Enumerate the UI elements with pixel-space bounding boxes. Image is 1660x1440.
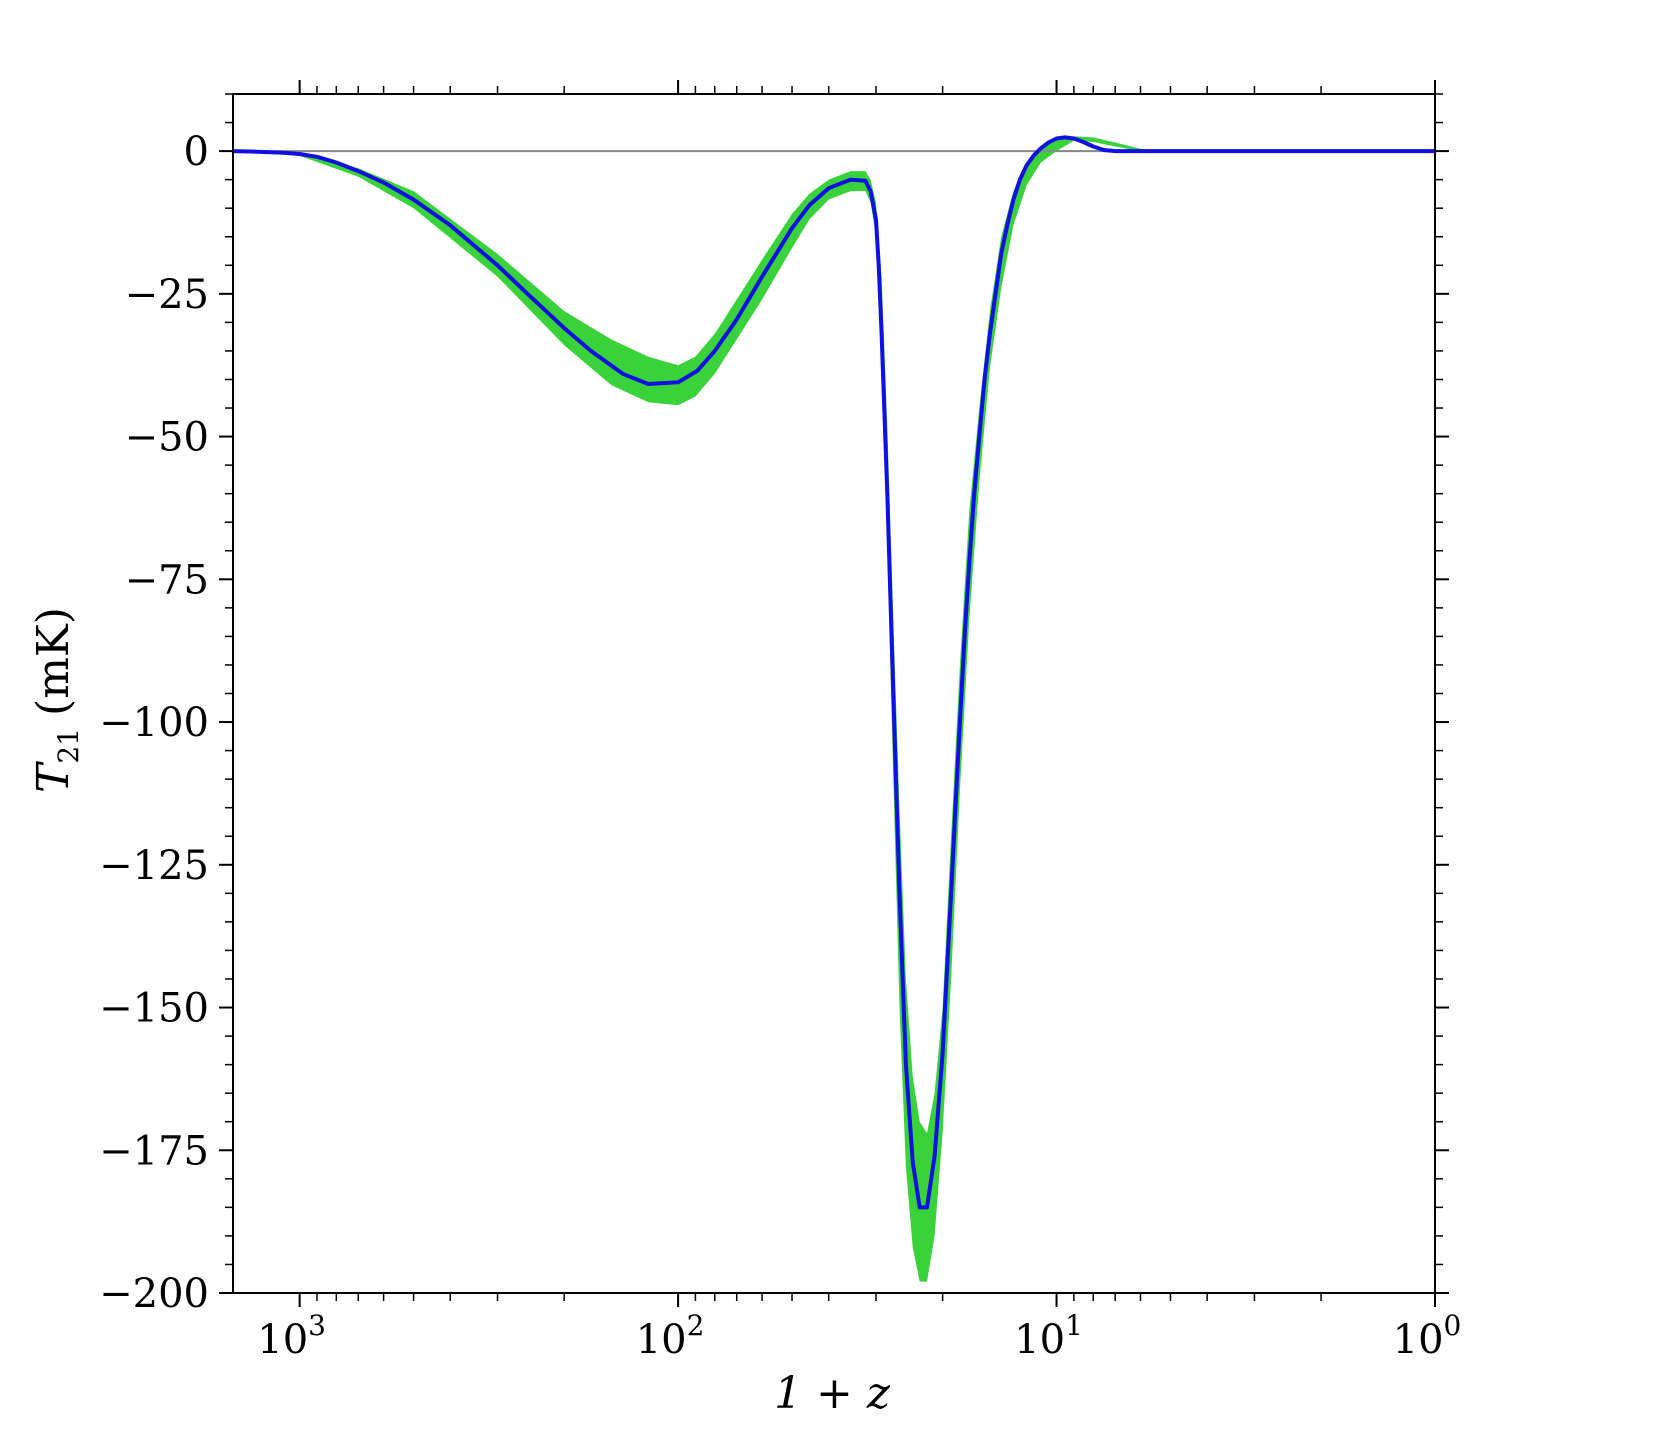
y-tick-label: −125 [99, 843, 209, 889]
y-axis-label-unit: (mK) [28, 607, 79, 716]
y-tick-label: −150 [99, 986, 209, 1032]
x-tick-label: 100 [1393, 1309, 1462, 1363]
y-tick-label: −25 [125, 272, 209, 318]
y-axis-label: T21 (mK) [28, 607, 85, 793]
y-tick-label: −100 [99, 700, 209, 746]
x-tick-label: 101 [1014, 1309, 1083, 1363]
x-axis-label: 1 + z [774, 1368, 891, 1419]
svg-text:T21(mK): T21 (mK) [28, 607, 85, 793]
y-tick-label: −75 [125, 557, 209, 603]
confidence-band-layer [233, 136, 1435, 1282]
y-tick-label: −50 [125, 415, 209, 461]
x-tick-label: 103 [257, 1309, 326, 1363]
y-axis-label-subscript: 21 [52, 728, 85, 764]
confidence-band [233, 136, 1435, 1282]
y-tick-label: −175 [99, 1128, 209, 1174]
mean-line-layer [232, 135, 1435, 1210]
y-tick-label: 0 [184, 129, 209, 175]
plot-frame [232, 93, 1436, 1294]
plot-border [232, 93, 1436, 1294]
x-tick-label: 102 [636, 1309, 705, 1363]
mean-t21-line [232, 135, 1435, 1210]
tick-labels: 103 102 101 100 0 −25 −50 −75 −100 −125 −150 −175 −2… [99, 129, 1461, 1363]
axis-ticks [219, 80, 1449, 1307]
y-axis-label-symbol: T [28, 760, 79, 793]
y-tick-label: −200 [99, 1271, 209, 1317]
